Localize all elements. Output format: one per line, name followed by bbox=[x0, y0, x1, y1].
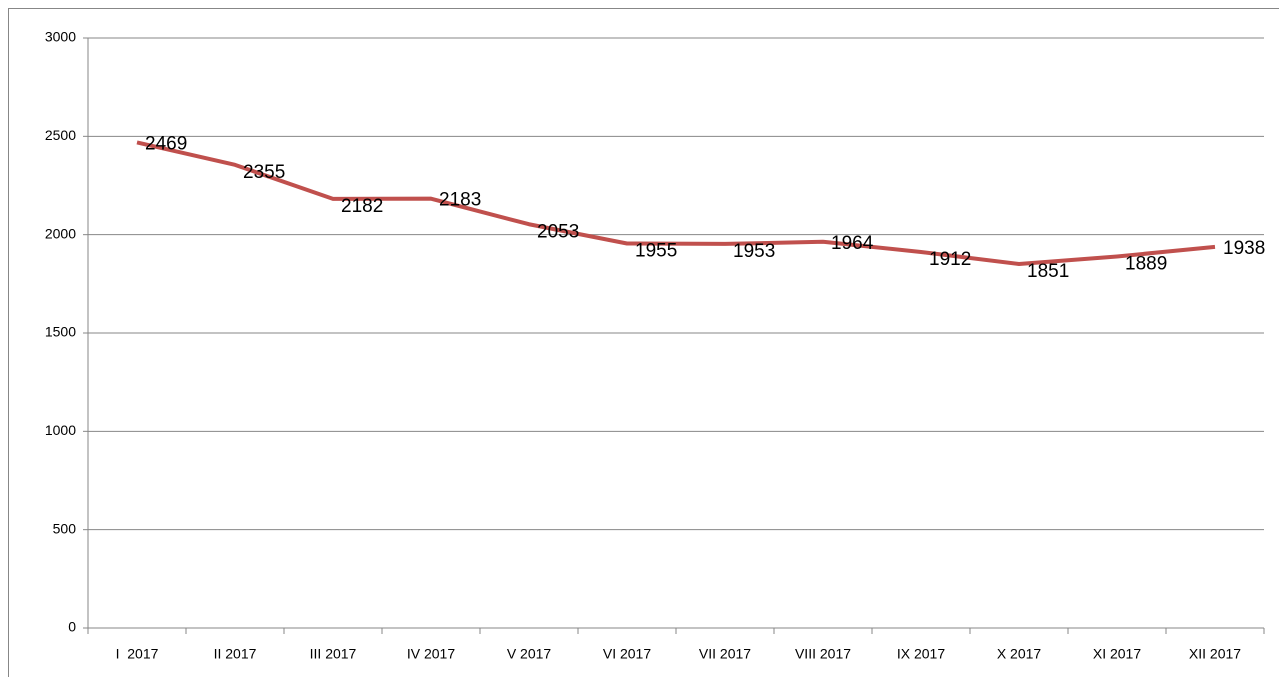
x-tick-label: II 2017 bbox=[214, 646, 257, 662]
x-tick-label: IV 2017 bbox=[407, 646, 455, 662]
data-label: 2182 bbox=[341, 196, 383, 217]
data-label: 2469 bbox=[145, 133, 187, 154]
x-tick-label: I 2017 bbox=[116, 646, 159, 662]
y-tick-label: 1500 bbox=[45, 324, 76, 340]
data-label: 1955 bbox=[635, 241, 677, 262]
y-tick-label: 2500 bbox=[45, 127, 76, 143]
x-tick-label: XI 2017 bbox=[1093, 646, 1141, 662]
x-tick-label: XII 2017 bbox=[1189, 646, 1241, 662]
y-tick-label: 0 bbox=[68, 619, 76, 635]
data-label: 1889 bbox=[1125, 254, 1167, 275]
x-tick-label: X 2017 bbox=[997, 646, 1042, 662]
y-tick-label: 500 bbox=[53, 520, 77, 536]
y-tick-label: 1000 bbox=[45, 422, 76, 438]
x-tick-label: III 2017 bbox=[310, 646, 357, 662]
x-tick-label: VII 2017 bbox=[699, 646, 751, 662]
x-tick-label: VI 2017 bbox=[603, 646, 651, 662]
data-line bbox=[136, 140, 1216, 266]
x-tick-label: VIII 2017 bbox=[795, 646, 851, 662]
data-label: 2183 bbox=[439, 190, 481, 211]
x-tick-label: V 2017 bbox=[507, 646, 552, 662]
y-tick-label: 3000 bbox=[45, 29, 76, 45]
x-tick-label: IX 2017 bbox=[897, 646, 945, 662]
y-tick-label: 2000 bbox=[45, 225, 76, 241]
data-label: 2053 bbox=[537, 221, 579, 242]
data-label: 1964 bbox=[831, 233, 874, 254]
data-label: 1851 bbox=[1027, 261, 1069, 282]
data-label: 1953 bbox=[733, 241, 775, 262]
data-label: 1912 bbox=[929, 249, 971, 270]
data-label: 2355 bbox=[243, 162, 285, 183]
data-label: 1938 bbox=[1223, 238, 1265, 259]
chart-frame bbox=[8, 8, 1279, 677]
